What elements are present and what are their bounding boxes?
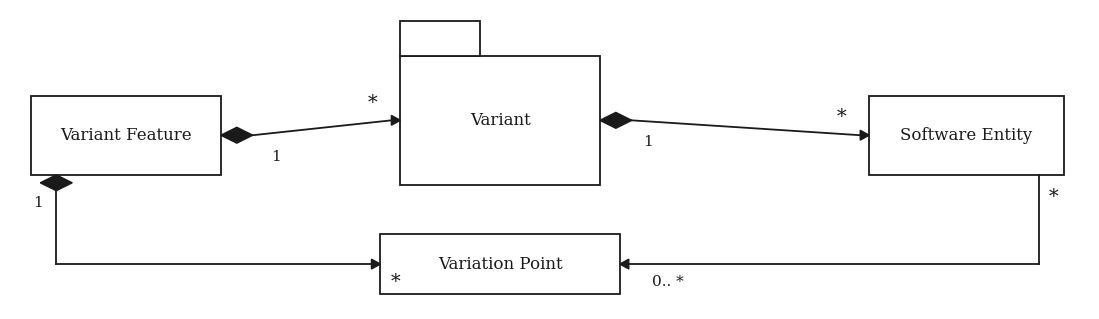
Polygon shape	[221, 127, 253, 143]
Text: *: *	[1048, 188, 1058, 206]
Text: *: *	[836, 108, 846, 126]
Text: Variant: Variant	[469, 112, 531, 129]
Text: Variant Feature: Variant Feature	[60, 127, 192, 144]
Text: 1: 1	[270, 150, 280, 164]
Bar	[400, 56, 600, 185]
Polygon shape	[391, 115, 400, 125]
Bar	[380, 234, 620, 294]
Polygon shape	[41, 175, 73, 191]
Bar	[869, 96, 1064, 175]
Text: 0.. *: 0.. *	[652, 275, 684, 289]
Polygon shape	[600, 112, 632, 128]
Bar	[400, 21, 480, 56]
Text: Software Entity: Software Entity	[900, 127, 1033, 144]
Polygon shape	[620, 259, 629, 269]
Text: 1: 1	[643, 135, 653, 149]
Text: Variation Point: Variation Point	[437, 256, 563, 272]
Text: *: *	[368, 93, 377, 112]
Text: 1: 1	[33, 196, 43, 210]
Polygon shape	[861, 130, 869, 140]
Polygon shape	[371, 259, 380, 269]
Bar	[31, 96, 221, 175]
Text: *: *	[390, 273, 400, 291]
